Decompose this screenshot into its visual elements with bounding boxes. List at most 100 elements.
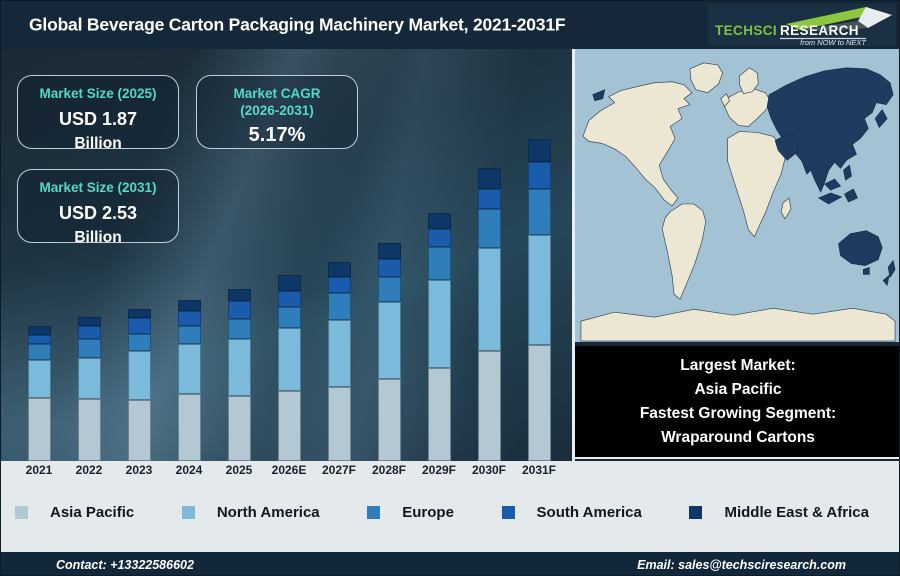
bar-segment-asia-pacific bbox=[227, 396, 251, 461]
bar-segment-europe bbox=[377, 277, 401, 302]
bar-segment-asia-pacific bbox=[527, 345, 551, 461]
bar-2022 bbox=[77, 317, 101, 461]
bar-segment-north-america bbox=[527, 235, 551, 345]
bar-segment-middle-east-africa bbox=[377, 243, 401, 259]
region-antarctica bbox=[580, 307, 896, 342]
highlight-note-box: Largest Market: Asia Pacific Fastest Gro… bbox=[575, 346, 899, 459]
bar-segment-europe bbox=[77, 339, 101, 358]
bar-segment-middle-east-africa bbox=[177, 300, 201, 311]
bar-chart bbox=[1, 49, 572, 461]
note-line-fastest-segment-label: Fastest Growing Segment: bbox=[639, 404, 837, 422]
brand-logo: TECHSCI RESEARCH from NOW to NEXT bbox=[708, 4, 896, 47]
legend-item-middle-east-africa: Middle East & Africa bbox=[689, 503, 869, 521]
bar-2031F bbox=[527, 139, 551, 461]
bar-segment-asia-pacific bbox=[427, 368, 451, 461]
info-box-unit: Billion bbox=[74, 229, 122, 246]
bar-segment-north-america bbox=[427, 280, 451, 368]
bar-segment-middle-east-africa bbox=[327, 262, 351, 277]
region-asia-highlight bbox=[766, 67, 894, 193]
info-box-title: Market CAGR bbox=[233, 86, 321, 101]
bar-2021 bbox=[27, 326, 51, 461]
region-scandinavia bbox=[739, 67, 759, 95]
region-middle-east-highlight bbox=[774, 133, 800, 161]
bar-segment-north-america bbox=[377, 302, 401, 379]
bar-segment-asia-pacific bbox=[127, 400, 151, 461]
x-axis-label-2031F: 2031F bbox=[521, 463, 557, 477]
bar-segment-europe bbox=[127, 334, 151, 351]
bar-segment-asia-pacific bbox=[177, 394, 201, 461]
bar-segment-europe bbox=[27, 344, 51, 360]
brand-name-secondary: RESEARCH bbox=[780, 23, 859, 38]
region-africa bbox=[727, 131, 786, 238]
bar-segment-south-america bbox=[427, 229, 451, 247]
legend-label-south-america: South America bbox=[536, 503, 642, 521]
info-box-title: Market Size (2025) bbox=[39, 86, 157, 101]
bar-segment-asia-pacific bbox=[477, 351, 501, 461]
bar-segment-europe bbox=[227, 319, 251, 339]
bar-segment-south-america bbox=[27, 335, 51, 344]
legend-label-asia-pacific: Asia Pacific bbox=[50, 503, 135, 521]
info-box-market-cagr: Market CAGR (2026-2031) 5.17% bbox=[196, 75, 358, 149]
info-box-market-size-2025: Market Size (2025) USD 1.87 Billion bbox=[17, 75, 179, 152]
bar-segment-north-america bbox=[327, 320, 351, 387]
region-new-zealand-highlight bbox=[882, 259, 896, 287]
brand-logo-graphic: TECHSCI RESEARCH from NOW to NEXT bbox=[715, 7, 892, 47]
bar-segment-north-america bbox=[227, 339, 251, 396]
bar-segment-middle-east-africa bbox=[477, 168, 501, 189]
x-axis-label-2028F: 2028F bbox=[371, 463, 407, 477]
x-axis-label-2023: 2023 bbox=[125, 463, 153, 477]
legend-swatch-europe bbox=[367, 505, 381, 519]
bar-segment-north-america bbox=[77, 358, 101, 399]
bar-2027F bbox=[327, 262, 351, 461]
arrow-icon-shadow bbox=[800, 21, 868, 31]
bar-2029F bbox=[427, 213, 451, 461]
bar-segment-north-america bbox=[477, 248, 501, 351]
legend-swatch-south-america bbox=[501, 505, 515, 519]
region-chukotka-highlight bbox=[592, 89, 606, 102]
info-box-market-size-2031: Market Size (2031) USD 2.53 Billion bbox=[17, 169, 179, 246]
chart-legend: Asia Pacific North America Europe South Ame… bbox=[1, 497, 899, 527]
arrow-icon-tip bbox=[858, 7, 892, 28]
footer: Contact: +13322586602 Email: sales@techs… bbox=[1, 552, 899, 575]
bar-segment-south-america bbox=[127, 318, 151, 334]
bar-segment-asia-pacific bbox=[277, 391, 301, 461]
bottom-strip bbox=[1, 461, 899, 552]
bar-segment-europe bbox=[477, 209, 501, 248]
email-text: Email: sales@techsciresearch.com bbox=[637, 557, 846, 572]
bar-2024 bbox=[177, 300, 201, 461]
bar-segment-middle-east-africa bbox=[77, 317, 101, 326]
legend-item-europe: Europe bbox=[367, 504, 454, 521]
x-axis-label-2024: 2024 bbox=[175, 463, 203, 477]
bar-2030F bbox=[477, 168, 501, 461]
legend-label-europe: Europe bbox=[402, 503, 454, 521]
bar-segment-middle-east-africa bbox=[227, 289, 251, 301]
region-australia-highlight bbox=[838, 230, 883, 266]
x-axis-label-2021: 2021 bbox=[25, 463, 53, 477]
x-axis-label-2029F: 2029F bbox=[421, 463, 457, 477]
bar-segment-north-america bbox=[27, 360, 51, 398]
x-axis-label-2030F: 2030F bbox=[471, 463, 507, 477]
page-title: Global Beverage Carton Packaging Machine… bbox=[29, 14, 566, 35]
bar-segment-north-america bbox=[127, 351, 151, 400]
bar-segment-north-america bbox=[277, 328, 301, 391]
bar-2023 bbox=[127, 309, 151, 461]
legend-label-north-america: North America bbox=[216, 503, 320, 521]
region-madagascar bbox=[780, 197, 792, 220]
bar-segment-south-america bbox=[277, 291, 301, 307]
legend-label-middle-east-africa: Middle East & Africa bbox=[724, 503, 869, 521]
info-box-title-line2: (2026-2031) bbox=[240, 103, 314, 118]
right-column: Largest Market: Asia Pacific Fastest Gro… bbox=[572, 47, 899, 461]
region-japan-highlight bbox=[874, 108, 888, 129]
legend-item-north-america: North America bbox=[181, 503, 320, 521]
bar-segment-asia-pacific bbox=[377, 379, 401, 461]
note-line-fastest-segment-value: Wraparound Cartons bbox=[661, 428, 815, 446]
bar-segment-south-america bbox=[477, 189, 501, 209]
bar-segment-south-america bbox=[377, 259, 401, 277]
region-philippines-highlight bbox=[843, 164, 852, 181]
bar-segment-europe bbox=[277, 307, 301, 328]
info-box-title: Market Size (2031) bbox=[39, 180, 157, 195]
legend-item-asia-pacific: Asia Pacific bbox=[15, 504, 134, 521]
info-box-value: USD 1.87 bbox=[58, 109, 138, 129]
legend-item-south-america: South America bbox=[501, 503, 642, 521]
